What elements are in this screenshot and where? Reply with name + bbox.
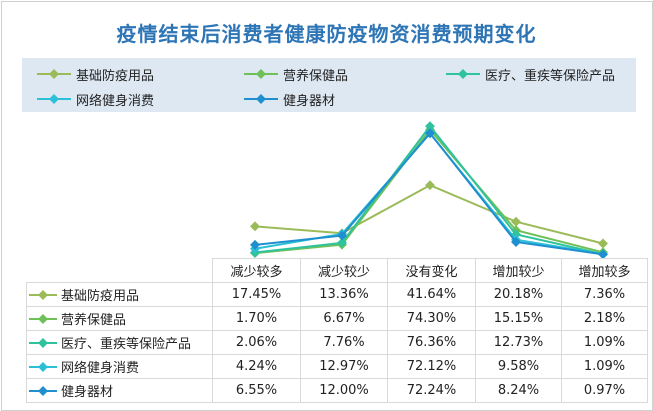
data-point	[598, 238, 608, 249]
data-point	[598, 249, 608, 260]
data-point	[250, 221, 260, 232]
data-point	[337, 237, 347, 248]
legend-marker	[244, 69, 278, 79]
series-path	[254, 128, 604, 255]
legend-label: 健身器材	[283, 93, 336, 109]
category-label: 增加较少	[475, 258, 562, 283]
table-corner	[26, 258, 213, 283]
series-line	[250, 124, 608, 259]
chart-title: 疫情结束后消费者健康防疫物资消费预期变化	[116, 22, 537, 46]
series-name: 健身器材	[61, 385, 114, 400]
row-marker	[29, 337, 57, 348]
data-point	[425, 128, 435, 139]
data-point	[425, 180, 435, 191]
value-cell: 6.67%	[300, 306, 388, 331]
series-line	[250, 128, 608, 260]
series-path	[254, 131, 604, 256]
value-cell: 12.73%	[475, 330, 562, 355]
legend-marker	[244, 94, 278, 104]
value-cell: 2.18%	[561, 306, 648, 331]
legend-marker	[446, 69, 480, 79]
data-point	[511, 216, 521, 227]
value-cell: 6.55%	[212, 378, 301, 403]
category-label: 没有变化	[387, 258, 476, 283]
legend-marker	[37, 69, 71, 79]
legend-item: 健身器材	[244, 89, 335, 109]
series-name: 医疗、重疾等保险产品	[61, 337, 192, 352]
value-cell: 9.58%	[475, 354, 562, 379]
value-cell: 20.18%	[475, 282, 562, 307]
row-marker	[29, 385, 57, 396]
series-name: 网络健身消费	[61, 361, 140, 376]
value-cell: 1.70%	[212, 306, 301, 331]
value-cell: 7.36%	[561, 282, 648, 307]
value-cell: 4.24%	[212, 354, 301, 379]
series-line	[250, 180, 608, 249]
row-marker	[29, 313, 57, 324]
series-name-cell: 网络健身消费	[26, 354, 213, 379]
table-row: 医疗、重疾等保险产品 2.06% 7.76% 76.36% 12.73% 1.09%	[26, 330, 648, 355]
series-path	[254, 131, 604, 256]
legend-marker	[37, 94, 71, 104]
legend-label: 营养保健品	[283, 68, 349, 84]
value-cell: 72.12%	[387, 354, 476, 379]
legend-item: 营养保健品	[244, 64, 348, 84]
legend-label: 基础防疫用品	[76, 68, 155, 84]
table-row: 健身器材 6.55% 12.00% 72.24% 8.24% 0.97%	[26, 378, 648, 403]
value-cell: 1.09%	[561, 354, 648, 379]
category-label: 减少较少	[300, 258, 388, 283]
table-row: 基础防疫用品 17.45% 13.36% 41.64% 20.18% 7.36%	[26, 282, 648, 307]
value-cell: 7.76%	[300, 330, 388, 355]
value-cell: 15.15%	[475, 306, 562, 331]
series-name-cell: 营养保健品	[26, 306, 213, 331]
series-name-cell: 健身器材	[26, 378, 213, 403]
data-point	[250, 239, 260, 250]
value-cell: 12.97%	[300, 354, 388, 379]
table-row: 网络健身消费 4.24% 12.97% 72.12% 9.58% 1.09%	[26, 354, 648, 379]
series-path	[254, 124, 604, 256]
category-label: 减少较多	[212, 258, 301, 283]
row-marker	[29, 289, 57, 300]
legend-label: 医疗、重疾等保险产品	[485, 68, 616, 84]
value-cell: 41.64%	[387, 282, 476, 307]
legend-label: 网络健身消费	[76, 93, 155, 109]
legend-item: 医疗、重疾等保险产品	[446, 64, 615, 84]
row-marker	[29, 361, 57, 372]
series-path	[254, 184, 604, 245]
value-cell: 0.97%	[561, 378, 648, 403]
value-cell: 74.30%	[387, 306, 476, 331]
legend-item: 网络健身消费	[37, 89, 154, 109]
value-cell: 17.45%	[212, 282, 301, 307]
series-name: 营养保健品	[61, 313, 127, 328]
chart-legend: 基础防疫用品 营养保健品 医疗、重疾等保险产品网络健身消费 健身器材	[22, 58, 636, 112]
value-cell: 8.24%	[475, 378, 562, 403]
value-cell: 76.36%	[387, 330, 476, 355]
data-point	[511, 237, 521, 247]
series-line	[250, 121, 608, 260]
series-name-cell: 医疗、重疾等保险产品	[26, 330, 213, 355]
value-cell: 12.00%	[300, 378, 388, 403]
value-cell: 2.06%	[212, 330, 301, 355]
value-cell: 72.24%	[387, 378, 476, 403]
data-table: 减少较多 减少较少 没有变化 增加较少 增加较多 基础防疫用品 17.45% 13.36% 4…	[26, 258, 648, 403]
data-point	[337, 230, 347, 241]
category-label: 增加较多	[561, 258, 648, 283]
series-name: 基础防疫用品	[61, 289, 140, 304]
value-cell: 13.36%	[300, 282, 388, 307]
series-name-cell: 基础防疫用品	[26, 282, 213, 307]
legend-item: 基础防疫用品	[37, 64, 154, 84]
value-cell: 1.09%	[561, 330, 648, 355]
table-row: 营养保健品 1.70% 6.67% 74.30% 15.15% 2.18%	[26, 306, 648, 331]
